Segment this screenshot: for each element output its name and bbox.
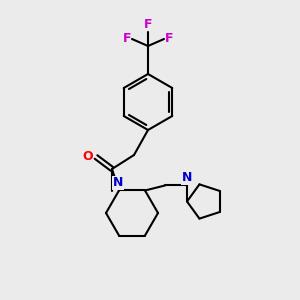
Text: F: F <box>165 32 173 46</box>
Text: O: O <box>83 149 93 163</box>
Text: F: F <box>122 32 131 46</box>
Text: F: F <box>144 18 152 31</box>
Text: N: N <box>182 172 192 184</box>
Text: N: N <box>113 176 123 190</box>
